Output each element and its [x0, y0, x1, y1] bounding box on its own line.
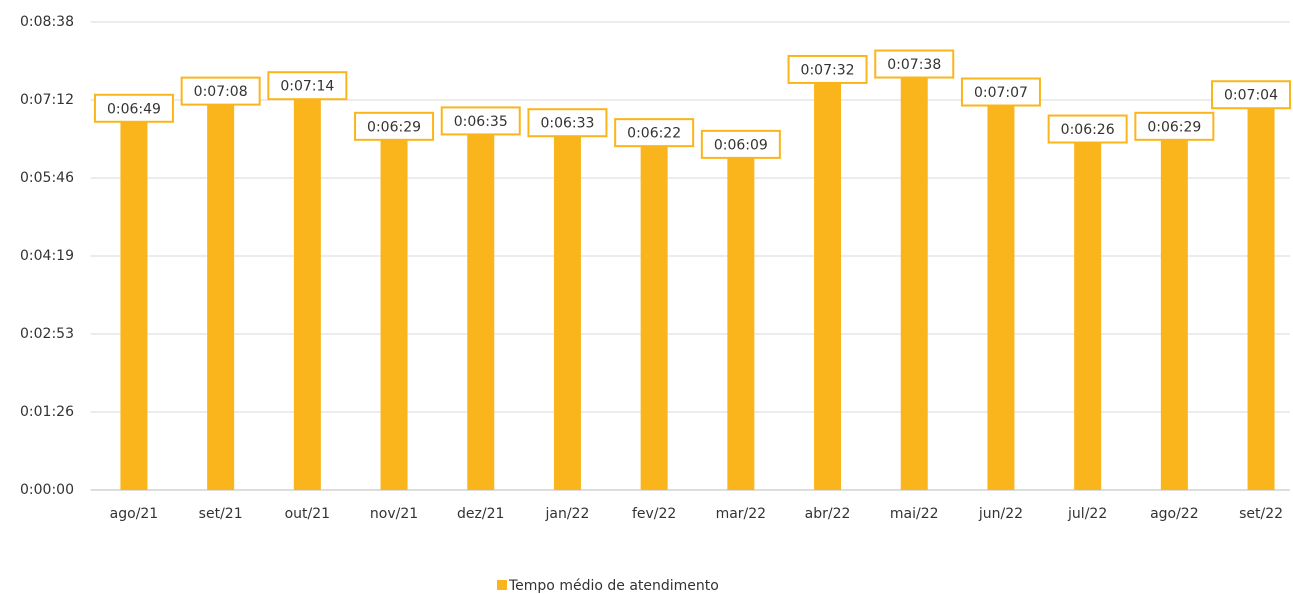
y-tick-label: 0:04:19: [20, 248, 74, 264]
data-label-box: [180, 76, 261, 106]
data-label: 0:07:07: [974, 85, 1028, 101]
data-label-box: [614, 118, 695, 148]
bar: [120, 120, 148, 490]
y-tick-label: 0:07:12: [20, 92, 74, 108]
data-label: 0:06:35: [454, 114, 508, 130]
data-label-box: [1047, 114, 1128, 144]
bar: [1247, 107, 1275, 490]
bar: [987, 104, 1015, 490]
data-label-box: [267, 71, 348, 101]
bar: [380, 138, 408, 490]
data-label: 0:07:08: [194, 84, 248, 100]
y-tick-label: 0:05:46: [20, 170, 74, 186]
x-tick-label: set/22: [1239, 506, 1283, 522]
data-label: 0:07:38: [887, 57, 941, 73]
bar: [1074, 141, 1102, 490]
y-tick-label: 0:00:00: [20, 482, 74, 498]
x-tick-label: jan/22: [545, 506, 590, 522]
x-tick-label: abr/22: [805, 506, 851, 522]
legend-label: Tempo médio de atendimento: [508, 578, 719, 594]
x-tick-label: out/21: [285, 506, 330, 522]
x-tick-label: ago/22: [1150, 506, 1199, 522]
data-label: 0:06:09: [714, 137, 768, 153]
data-label-box: [787, 54, 868, 84]
legend-swatch: [497, 580, 507, 590]
data-label-box: [440, 106, 521, 136]
data-label: 0:06:33: [540, 116, 594, 132]
bar: [293, 98, 321, 490]
x-tick-label: mai/22: [890, 506, 939, 522]
data-label-box: [354, 111, 435, 141]
bar: [814, 81, 842, 490]
y-tick-label: 0:02:53: [20, 326, 74, 342]
bar: [727, 156, 755, 490]
x-tick-label: ago/21: [110, 506, 159, 522]
x-tick-label: dez/21: [457, 506, 504, 522]
bar: [553, 135, 581, 491]
data-label-box: [1134, 111, 1215, 141]
data-label-box: [700, 129, 781, 159]
x-tick-label: jun/22: [978, 506, 1023, 522]
bar: [1160, 138, 1188, 490]
y-tick-label: 0:01:26: [20, 404, 74, 420]
bar: [900, 76, 928, 491]
data-label: 0:06:22: [627, 126, 681, 142]
data-label-box: [527, 108, 608, 138]
data-label: 0:06:29: [367, 119, 421, 135]
bar: [207, 103, 235, 490]
x-tick-label: nov/21: [370, 506, 418, 522]
data-label: 0:07:32: [801, 62, 855, 78]
data-label: 0:06:49: [107, 101, 161, 117]
data-label-box: [874, 49, 955, 79]
bar: [640, 145, 668, 490]
data-label: 0:06:26: [1061, 122, 1115, 138]
x-tick-label: mar/22: [716, 506, 767, 522]
data-label-box: [1211, 80, 1291, 110]
x-tick-label: jul/22: [1067, 506, 1107, 522]
y-tick-label: 0:08:38: [20, 14, 74, 30]
x-tick-label: set/21: [199, 506, 243, 522]
data-label: 0:07:04: [1224, 88, 1278, 104]
data-label-box: [93, 93, 174, 123]
data-label-box: [960, 77, 1041, 107]
x-tick-label: fev/22: [632, 506, 676, 522]
data-label: 0:07:14: [280, 79, 334, 95]
data-label: 0:06:29: [1147, 119, 1201, 135]
bar: [467, 133, 495, 490]
